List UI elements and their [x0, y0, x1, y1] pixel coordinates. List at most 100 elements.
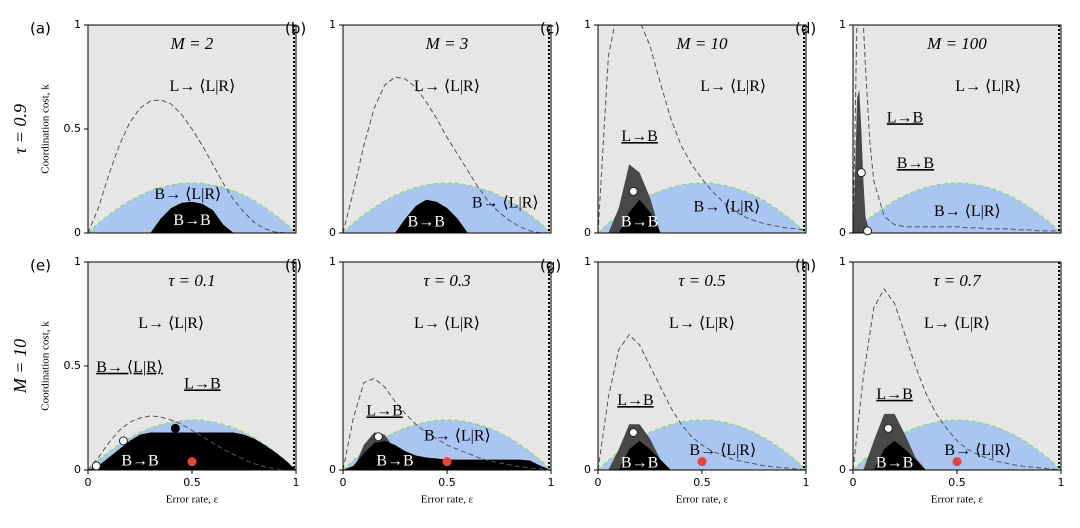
- panel-label: (d): [795, 20, 816, 38]
- x-tick-label: 1: [803, 476, 810, 489]
- annotation: L→ ⟨L|R⟩: [138, 315, 204, 332]
- y-tick-label: 1: [74, 255, 81, 268]
- marker: [628, 428, 638, 438]
- plot-frame: [597, 24, 807, 234]
- y-tick-label: 1: [839, 18, 846, 31]
- x-tick-label: 0.5: [948, 476, 966, 489]
- panel-label: (b): [285, 20, 306, 38]
- panel-title: M = 10: [675, 34, 728, 53]
- annotation: B→ ⟨L|R⟩: [154, 186, 221, 203]
- dashed-curve: [853, 288, 1061, 470]
- region: [150, 201, 234, 233]
- marker: [883, 423, 893, 433]
- y-tick-label: 1: [74, 18, 81, 31]
- panel-title: τ = 0.1: [168, 271, 215, 290]
- annotation: B→ ⟨L|R⟩: [934, 203, 1001, 220]
- panel-label: (e): [30, 257, 51, 275]
- annotation: B→B: [876, 454, 913, 471]
- annotation: B→B: [897, 155, 934, 172]
- x-tick-label: 0: [340, 476, 347, 489]
- marker: [697, 457, 707, 467]
- annotation: B→B: [408, 213, 445, 230]
- dashed-curve: [88, 415, 296, 470]
- annotation: L→ ⟨L|R⟩: [700, 78, 766, 95]
- region: [853, 89, 870, 233]
- annotation: L→B: [887, 109, 923, 126]
- marker: [863, 226, 873, 236]
- marker: [170, 423, 180, 433]
- x-axis-label: Error rate, ε: [931, 494, 984, 506]
- dashed-curve: [343, 377, 551, 470]
- y-axis-label: Coordination cost, k: [40, 84, 52, 174]
- dashed-curve: [598, 334, 806, 470]
- panel-title: M = 2: [170, 34, 214, 53]
- plot-frame: [852, 24, 1062, 234]
- annotation: B→ ⟨L|R⟩: [944, 442, 1011, 459]
- plot-area: [88, 99, 296, 233]
- panel-title: τ = 0.3: [423, 271, 470, 290]
- y-tick-label: 1: [329, 18, 336, 31]
- plot-area: [343, 76, 551, 233]
- y-tick-label: 0: [839, 226, 846, 239]
- dashed-curve: [88, 99, 296, 233]
- annotation: L→ ⟨L|R⟩: [955, 78, 1021, 95]
- marker: [952, 457, 962, 467]
- panel-label: (a): [30, 20, 51, 38]
- annotation: B→ ⟨L|R⟩: [472, 195, 539, 212]
- annotation: L→B: [621, 128, 657, 145]
- y-tick-label: 0: [584, 226, 591, 239]
- y-tick-label: 0: [329, 226, 336, 239]
- x-axis-label: Error rate, ε: [676, 494, 729, 506]
- y-tick-label: 1: [839, 255, 846, 268]
- panel-label: (c): [540, 20, 560, 38]
- dashed-curve: [853, 25, 1061, 233]
- y-tick-label: 1: [584, 255, 591, 268]
- x-tick-label: 0.5: [183, 476, 201, 489]
- dashed-curve: [598, 25, 806, 233]
- annotation: B→B: [173, 212, 210, 229]
- x-tick-label: 1: [1058, 476, 1065, 489]
- annotation: L→ ⟨L|R⟩: [414, 315, 480, 332]
- x-tick-label: 0: [85, 476, 92, 489]
- row-label: τ = 0.9: [10, 104, 30, 154]
- panel-title: τ = 0.7: [933, 271, 982, 290]
- x-tick-label: 1: [548, 476, 555, 489]
- dashed-curve: [343, 76, 551, 233]
- x-tick-label: 0: [850, 476, 857, 489]
- annotation: B→B: [121, 452, 158, 469]
- marker: [442, 457, 452, 467]
- region: [618, 199, 661, 233]
- marker: [628, 186, 638, 196]
- y-tick-label: 0: [329, 463, 336, 476]
- y-tick-label: 0: [584, 463, 591, 476]
- x-tick-label: 0: [595, 476, 602, 489]
- marker: [856, 168, 866, 178]
- panel-title: τ = 0.5: [678, 271, 725, 290]
- annotation: L→ ⟨L|R⟩: [924, 315, 990, 332]
- plot-area: [598, 334, 806, 470]
- panel-label: (g): [540, 257, 561, 275]
- panel-label: (h): [795, 257, 816, 275]
- annotation: L→B: [184, 375, 220, 392]
- y-tick-label: 1: [329, 255, 336, 268]
- annotation: B→ ⟨L|R⟩: [96, 359, 163, 376]
- y-tick-label: 0.5: [64, 122, 82, 135]
- row-label: M = 10: [10, 339, 30, 394]
- marker: [91, 461, 101, 471]
- y-tick-label: 1: [584, 18, 591, 31]
- plot-area: [343, 377, 551, 470]
- annotation: B→ ⟨L|R⟩: [424, 427, 491, 444]
- annotation: B→ ⟨L|R⟩: [689, 442, 756, 459]
- annotation: L→ ⟨L|R⟩: [414, 78, 480, 95]
- plot-frame: [342, 24, 552, 234]
- y-tick-label: 0: [74, 226, 81, 239]
- plot-area: [598, 25, 806, 233]
- annotation: L→B: [876, 386, 912, 403]
- region: [395, 199, 468, 233]
- annotation: L→ ⟨L|R⟩: [669, 315, 735, 332]
- y-axis-label: Coordination cost, k: [40, 321, 52, 411]
- marker: [187, 457, 197, 467]
- marker: [373, 432, 383, 442]
- y-tick-label: 0: [74, 463, 81, 476]
